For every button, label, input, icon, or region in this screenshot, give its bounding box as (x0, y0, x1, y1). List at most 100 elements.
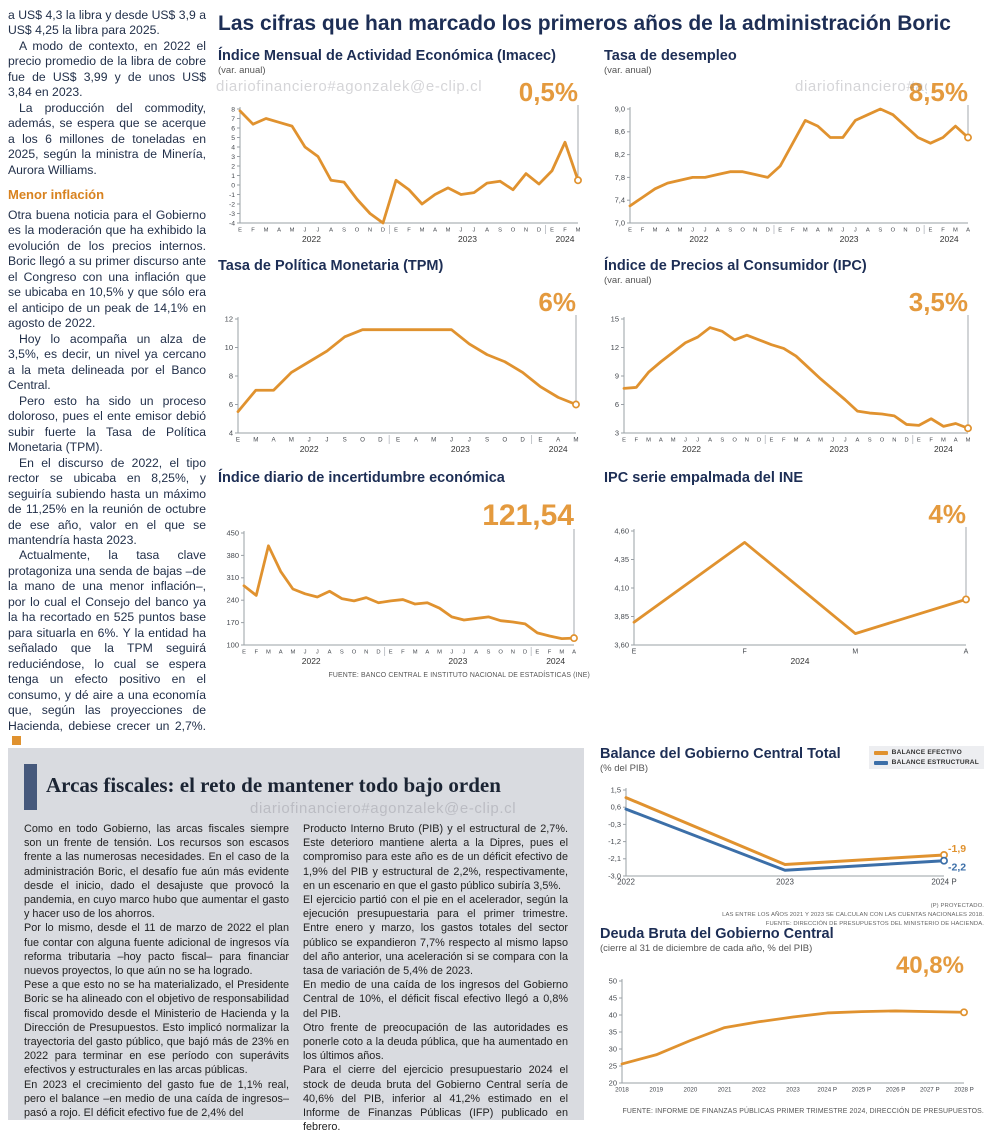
svg-text:D: D (378, 437, 383, 444)
svg-text:E: E (929, 228, 933, 234)
svg-text:F: F (251, 228, 255, 234)
svg-text:S: S (728, 228, 732, 234)
svg-text:E: E (769, 438, 773, 444)
svg-text:E: E (238, 228, 242, 234)
svg-text:O: O (511, 228, 516, 234)
svg-text:M: M (818, 438, 823, 444)
svg-text:2022: 2022 (300, 444, 319, 454)
svg-text:A: A (855, 438, 859, 444)
svg-text:N: N (368, 228, 372, 234)
panel-column-2: Producto Interno Bruto (PIB) y el estruc… (303, 823, 568, 1133)
chart-canvas-incertidumbre: 450 380 310 240 170 100 E F M A M J J A S O N D E F M A M J J A S O… (218, 499, 590, 671)
chart-canvas-desempleo: 9,0 8,6 8,2 7,8 7,4 7,0 E F M A M J J A S O N D E F M A M J J A S O… (604, 77, 982, 249)
svg-text:-0,3: -0,3 (608, 820, 621, 829)
svg-text:40: 40 (609, 1011, 617, 1020)
svg-text:2025 P: 2025 P (852, 1087, 872, 1094)
svg-text:M: M (671, 438, 676, 444)
chart-canvas-tpm: 12 10 8 6 4 E M A M J J S O D E A M J J S O D E A M 2022 2023 2024 6… (218, 287, 590, 459)
svg-text:J: J (844, 438, 847, 444)
svg-text:5: 5 (231, 135, 235, 142)
legend-item-estructural: BALANCE ESTRUCTURAL (873, 759, 979, 766)
svg-text:J: J (325, 437, 328, 444)
svg-text:7,4: 7,4 (615, 196, 625, 205)
svg-text:6: 6 (229, 400, 233, 409)
svg-text:A: A (572, 650, 576, 656)
svg-text:E: E (535, 650, 539, 656)
fiscal-panel: Arcas fiscales: el reto de mantener todo… (8, 748, 584, 1133)
svg-text:J: J (684, 438, 687, 444)
fiscal-panel-header: Arcas fiscales: el reto de mantener todo… (24, 762, 568, 812)
svg-text:M: M (794, 438, 799, 444)
svg-text:F: F (929, 438, 933, 444)
svg-text:9: 9 (615, 372, 619, 381)
svg-text:4: 4 (231, 145, 235, 152)
svg-text:7: 7 (231, 116, 235, 123)
svg-text:O: O (880, 438, 885, 444)
svg-text:F: F (941, 228, 945, 234)
svg-text:J: J (691, 228, 694, 234)
left-article: a US$ 4,3 la libra y desde US$ 3,9 a US$… (8, 8, 206, 750)
svg-text:2022: 2022 (682, 444, 701, 454)
svg-text:M: M (289, 437, 294, 444)
svg-text:D: D (376, 650, 380, 656)
svg-text:N: N (524, 228, 528, 234)
svg-text:40,8%: 40,8% (896, 955, 964, 979)
chart-subtitle (604, 486, 982, 499)
svg-text:M: M (413, 650, 418, 656)
svg-text:2018: 2018 (615, 1087, 629, 1094)
svg-text:-3,0: -3,0 (608, 871, 621, 880)
svg-text:J: J (304, 228, 307, 234)
legend-swatch-efectivo (873, 750, 888, 755)
svg-text:J: J (704, 228, 707, 234)
svg-text:A: A (708, 438, 712, 444)
chart-title: Índice diario de incertidumbre económica (218, 470, 505, 486)
chart-card-deuda: Deuda Bruta del Gobierno Central (cierre… (600, 926, 984, 1115)
svg-text:M: M (264, 228, 269, 234)
chart-title: Índice Mensual de Actividad Económica (I… (218, 48, 556, 64)
svg-text:-2,1: -2,1 (608, 854, 621, 863)
svg-text:380: 380 (226, 551, 239, 560)
deuda-source: FUENTE: INFORME DE FINANZAS PÚBLICAS PRI… (622, 1108, 984, 1116)
svg-text:2019: 2019 (649, 1087, 663, 1094)
svg-text:E: E (389, 650, 393, 656)
svg-text:N: N (753, 228, 757, 234)
svg-text:D: D (916, 228, 920, 234)
svg-text:O: O (360, 437, 365, 444)
article-subhead: Menor inflación (8, 187, 105, 203)
svg-text:J: J (308, 437, 311, 444)
svg-text:F: F (782, 438, 786, 444)
svg-text:O: O (732, 438, 737, 444)
svg-text:M: M (420, 228, 425, 234)
svg-text:A: A (666, 228, 670, 234)
svg-text:S: S (498, 228, 502, 234)
svg-text:E: E (538, 437, 542, 444)
chart-subtitle (218, 274, 590, 287)
svg-text:D: D (523, 650, 527, 656)
svg-text:2022: 2022 (689, 234, 708, 244)
svg-text:2024: 2024 (791, 656, 810, 666)
svg-text:M: M (828, 228, 833, 234)
svg-text:E: E (632, 649, 637, 656)
svg-text:3,85: 3,85 (614, 612, 629, 621)
fiscal-panel-title: Arcas fiscales: el reto de mantener todo… (46, 773, 501, 797)
svg-text:2024 P: 2024 P (931, 878, 956, 887)
chart-title: Índice de Precios al Consumidor (IPC) (604, 258, 867, 274)
svg-text:7,8: 7,8 (615, 173, 625, 182)
svg-text:F: F (743, 649, 747, 656)
chart-title: IPC serie empalmada del INE (604, 470, 804, 486)
svg-text:45: 45 (609, 994, 617, 1003)
svg-text:2028 P: 2028 P (954, 1087, 974, 1094)
svg-text:E: E (622, 438, 626, 444)
svg-text:M: M (573, 437, 578, 444)
svg-text:1: 1 (231, 173, 235, 180)
chart-canvas-ipc: 15 12 9 6 3 E F M A M J J A S O N D E F M A M J J A S O N D E F M A M 2022… (604, 287, 982, 459)
svg-text:S: S (720, 438, 724, 444)
svg-text:J: J (304, 650, 307, 656)
svg-text:J: J (696, 438, 699, 444)
svg-text:450: 450 (226, 529, 239, 538)
svg-text:4,35: 4,35 (614, 555, 629, 564)
chart-canvas-balance: 1,5 0,6 -0,3 -1,2 -2,1 -3,0 2022 2023 2024 P -1,9… (600, 780, 984, 900)
svg-text:D: D (904, 438, 908, 444)
svg-text:S: S (878, 228, 882, 234)
